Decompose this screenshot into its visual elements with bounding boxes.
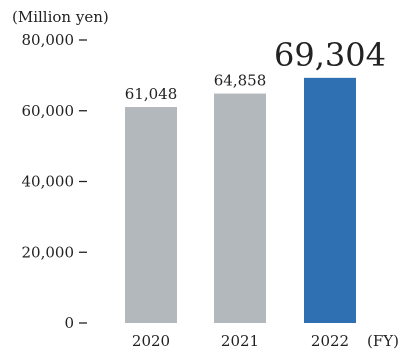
- y-axis-unit-label: (Million yen): [12, 8, 109, 26]
- bars: [125, 77, 356, 324]
- x-axis-unit-label: (FY): [367, 332, 399, 350]
- y-axis: 0 20,000 40,000 60,000 80,000: [22, 31, 87, 332]
- bar-2021: [214, 93, 266, 324]
- value-label-2021: 64,858: [214, 72, 267, 90]
- x-tick-label-2021: 2021: [221, 332, 259, 350]
- x-tick-label-2020: 2020: [132, 332, 170, 350]
- value-label-2020: 61,048: [125, 85, 178, 103]
- y-tick-label: 80,000: [22, 31, 75, 49]
- y-tick-label: 0: [64, 314, 74, 332]
- bar-2020: [125, 107, 177, 324]
- y-tick-label: 60,000: [22, 102, 75, 120]
- bar-2022: [304, 77, 356, 323]
- x-tick-label-2022: 2022: [311, 332, 349, 350]
- y-tick-label: 40,000: [22, 173, 75, 191]
- y-tick-label: 20,000: [22, 243, 75, 261]
- x-axis: 2020 2021 2022: [132, 332, 349, 350]
- value-labels: 61,048 64,858 69,304: [125, 36, 386, 103]
- value-label-2022: 69,304: [274, 36, 386, 74]
